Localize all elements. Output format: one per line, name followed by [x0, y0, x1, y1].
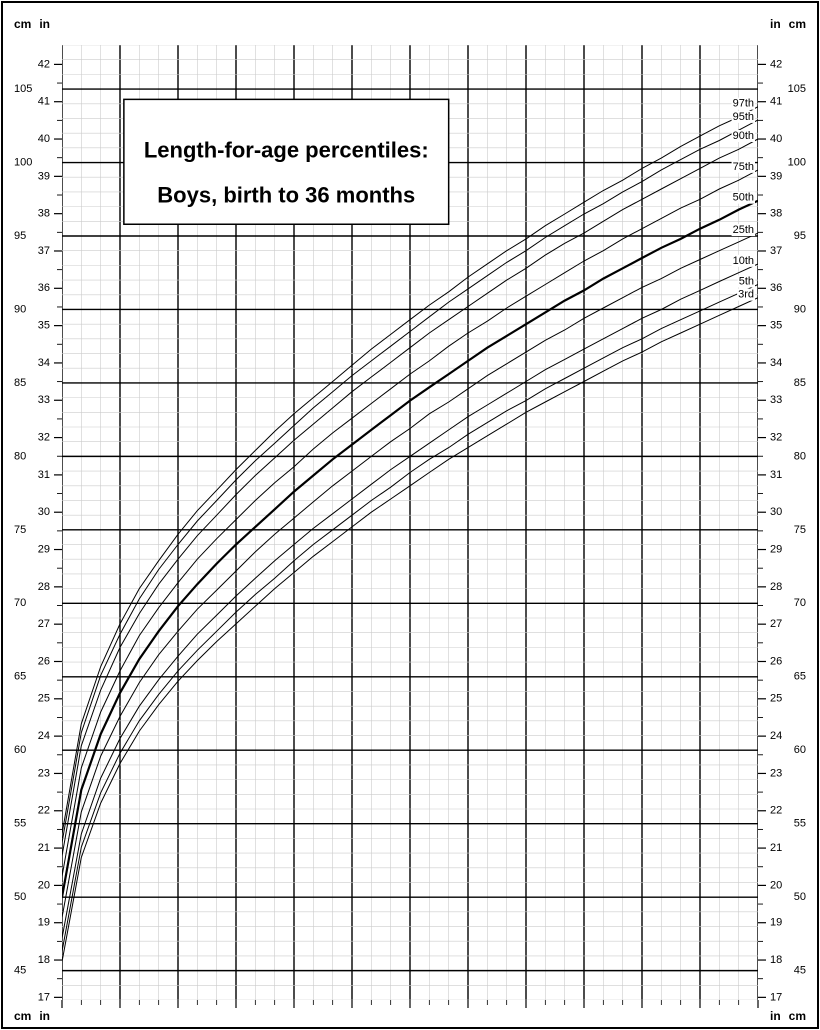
- in-tick-label: 23: [770, 767, 782, 779]
- in-tick-label: 21: [770, 842, 782, 854]
- in-tick-label: 38: [770, 208, 782, 220]
- in-tick-label: 38: [38, 208, 50, 220]
- in-tick-label: 39: [770, 170, 782, 182]
- in-tick-label: 29: [770, 543, 782, 555]
- unit-in-left-top: in: [39, 17, 50, 31]
- in-tick-label: 37: [770, 245, 782, 257]
- unit-in-left-bot: in: [39, 1009, 50, 1023]
- percentile-label: 95th: [733, 111, 754, 123]
- cm-tick-label-left: 85: [14, 377, 26, 389]
- cm-tick-label-left: 55: [14, 818, 26, 830]
- unit-cm-left-bot: cm: [14, 1009, 31, 1023]
- in-tick-label: 22: [770, 805, 782, 817]
- in-tick-label: 28: [38, 581, 50, 593]
- in-tick-label: 33: [38, 394, 50, 406]
- cm-tick-label-left: 45: [14, 965, 26, 977]
- in-tick-label: 19: [38, 917, 50, 929]
- chart-title-line1: Length-for-age percentiles:: [144, 138, 429, 163]
- in-tick-label: 19: [770, 917, 782, 929]
- cm-tick-label-left: 95: [14, 230, 26, 242]
- cm-tick-label-right: 105: [788, 83, 806, 95]
- percentile-label: 10th: [733, 255, 754, 267]
- in-tick-label: 30: [38, 506, 50, 518]
- cm-tick-label-right: 50: [794, 891, 806, 903]
- in-tick-label: 20: [38, 879, 50, 891]
- chart-title-line2: Boys, birth to 36 months: [157, 183, 415, 208]
- cm-tick-label-right: 45: [794, 965, 806, 977]
- cm-tick-label-left: 100: [14, 156, 32, 168]
- cm-tick-label-right: 80: [794, 450, 806, 462]
- unit-cm-left-top: cm: [14, 17, 31, 31]
- unit-cm-right-bot: cm: [789, 1009, 806, 1023]
- percentile-label: 25th: [733, 224, 754, 236]
- in-tick-label: 40: [38, 133, 50, 145]
- in-tick-label: 20: [770, 879, 782, 891]
- in-tick-label: 28: [770, 581, 782, 593]
- in-tick-label: 25: [770, 693, 782, 705]
- percentile-label: 5th: [739, 275, 754, 287]
- in-tick-label: 41: [770, 96, 782, 108]
- percentile-label: 97th: [733, 98, 754, 110]
- in-tick-label: 31: [770, 469, 782, 481]
- in-tick-label: 23: [38, 767, 50, 779]
- cm-tick-label-right: 85: [794, 377, 806, 389]
- in-tick-label: 34: [38, 357, 50, 369]
- in-tick-label: 17: [38, 991, 50, 1003]
- in-tick-label: 21: [38, 842, 50, 854]
- cm-tick-label-right: 60: [794, 744, 806, 756]
- in-tick-label: 32: [38, 431, 50, 443]
- cm-tick-label-right: 75: [794, 524, 806, 536]
- cm-tick-label-left: 65: [14, 671, 26, 683]
- in-tick-label: 41: [38, 96, 50, 108]
- percentile-label: 90th: [733, 130, 754, 142]
- cm-tick-label-right: 90: [794, 303, 806, 315]
- unit-in-right-bot: in: [770, 1009, 781, 1023]
- in-tick-label: 18: [38, 954, 50, 966]
- cm-tick-label-left: 105: [14, 83, 32, 95]
- in-tick-label: 24: [38, 730, 50, 742]
- percentile-label: 50th: [733, 192, 754, 204]
- growth-chart: 17 18 19 20 21 22 23 24 25 26 27 28 29 30 31 32 33 34 35 36…: [0, 0, 820, 1030]
- in-tick-label: 17: [770, 991, 782, 1003]
- in-tick-label: 34: [770, 357, 782, 369]
- cm-tick-label-right: 100: [788, 156, 806, 168]
- unit-in-right-top: in: [770, 17, 781, 31]
- percentile-label: 75th: [733, 161, 754, 173]
- unit-cm-right-top: cm: [789, 17, 806, 31]
- cm-tick-label-left: 70: [14, 597, 26, 609]
- cm-tick-label-left: 60: [14, 744, 26, 756]
- in-tick-label: 18: [770, 954, 782, 966]
- in-tick-label: 36: [38, 282, 50, 294]
- cm-tick-label-right: 95: [794, 230, 806, 242]
- cm-tick-label-left: 50: [14, 891, 26, 903]
- in-tick-label: 27: [38, 618, 50, 630]
- in-tick-label: 42: [770, 58, 782, 70]
- in-tick-label: 31: [38, 469, 50, 481]
- in-tick-label: 32: [770, 431, 782, 443]
- in-tick-label: 35: [38, 320, 50, 332]
- in-tick-label: 24: [770, 730, 782, 742]
- percentile-label: 3rd: [738, 289, 754, 301]
- in-tick-label: 29: [38, 543, 50, 555]
- in-tick-label: 36: [770, 282, 782, 294]
- in-tick-label: 39: [38, 170, 50, 182]
- cm-tick-label-left: 90: [14, 303, 26, 315]
- in-tick-label: 40: [770, 133, 782, 145]
- cm-tick-label-left: 80: [14, 450, 26, 462]
- in-tick-label: 26: [38, 655, 50, 667]
- cm-tick-label-right: 65: [794, 671, 806, 683]
- in-tick-label: 25: [38, 693, 50, 705]
- cm-tick-label-left: 75: [14, 524, 26, 536]
- in-tick-label: 37: [38, 245, 50, 257]
- in-tick-label: 30: [770, 506, 782, 518]
- cm-tick-label-right: 70: [794, 597, 806, 609]
- in-tick-label: 22: [38, 805, 50, 817]
- cm-tick-label-right: 55: [794, 818, 806, 830]
- in-tick-label: 42: [38, 58, 50, 70]
- in-tick-label: 33: [770, 394, 782, 406]
- in-tick-label: 27: [770, 618, 782, 630]
- in-tick-label: 26: [770, 655, 782, 667]
- in-tick-label: 35: [770, 320, 782, 332]
